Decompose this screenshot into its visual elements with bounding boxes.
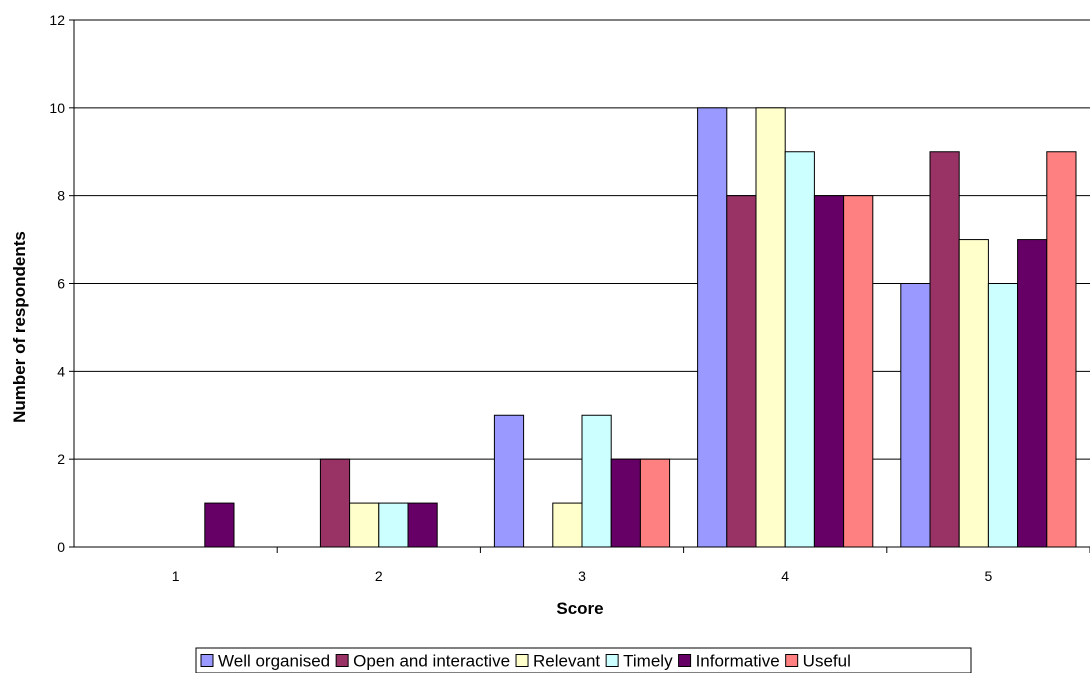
legend-swatch (605, 654, 619, 667)
y-tick-label: 4 (57, 363, 65, 379)
legend-swatch (678, 654, 692, 667)
y-tick-label: 8 (57, 188, 65, 204)
bar-relevant-4 (755, 107, 786, 548)
legend: Well organised Open and interactive Releva… (195, 647, 972, 673)
bar-relevant-3 (552, 502, 583, 548)
x-tick-label: 3 (578, 568, 586, 584)
bar-timely-4 (784, 151, 815, 548)
bar-informative-5 (1017, 239, 1048, 548)
bar-well-organised-3 (493, 414, 525, 548)
bar-relevant-2 (349, 502, 380, 548)
y-axis-title: Number of respondents (10, 231, 29, 423)
legend-swatch (200, 654, 214, 667)
y-tick-label: 12 (49, 12, 65, 28)
bar-informative-3 (610, 458, 641, 548)
bars (204, 107, 1077, 548)
bar-timely-3 (581, 414, 612, 548)
bar-useful-3 (639, 458, 671, 548)
bar-well-organised-4 (697, 107, 728, 548)
bar-well-organised-5 (900, 283, 931, 548)
bar-open-and-interactive-5 (929, 151, 960, 548)
x-axis-title: Score (556, 599, 603, 618)
bar-timely-2 (378, 502, 409, 548)
axes (69, 19, 1090, 553)
x-tick-label: 1 (172, 568, 180, 584)
bar-informative-4 (813, 195, 845, 548)
bar-useful-4 (843, 195, 874, 548)
y-tick-label: 10 (49, 100, 65, 116)
bar-open-and-interactive-2 (319, 458, 351, 548)
legend-label: Informative (696, 652, 780, 671)
bar-useful-5 (1046, 151, 1077, 548)
bar-timely-5 (987, 283, 1019, 548)
legend-label: Open and interactive (353, 652, 510, 671)
x-tick-label: 5 (985, 568, 993, 584)
legend-label: Timely (623, 652, 673, 671)
legend-box (195, 647, 972, 673)
bar-informative-2 (407, 502, 438, 548)
legend-swatch (515, 654, 529, 667)
bar-relevant-5 (958, 239, 989, 548)
bar-open-and-interactive-4 (726, 195, 757, 548)
y-tick-label: 6 (57, 276, 65, 292)
legend-label: Well organised (218, 652, 330, 671)
y-tick-label: 2 (57, 451, 65, 467)
x-tick-label: 2 (375, 568, 383, 584)
x-tick-label: 4 (781, 568, 789, 584)
y-tick-labels: 0 2 4 6 8 10 12 (49, 12, 65, 555)
legend-swatch (335, 654, 349, 667)
x-tick-labels: 1 2 3 4 5 (172, 568, 993, 584)
legend-swatch (785, 654, 799, 667)
bar-informative-1 (204, 502, 235, 548)
legend-label: Relevant (533, 652, 600, 671)
y-tick-label: 0 (57, 539, 65, 555)
legend-label: Useful (803, 652, 851, 671)
